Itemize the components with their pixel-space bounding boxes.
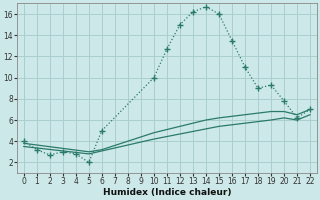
X-axis label: Humidex (Indice chaleur): Humidex (Indice chaleur) <box>103 188 231 197</box>
